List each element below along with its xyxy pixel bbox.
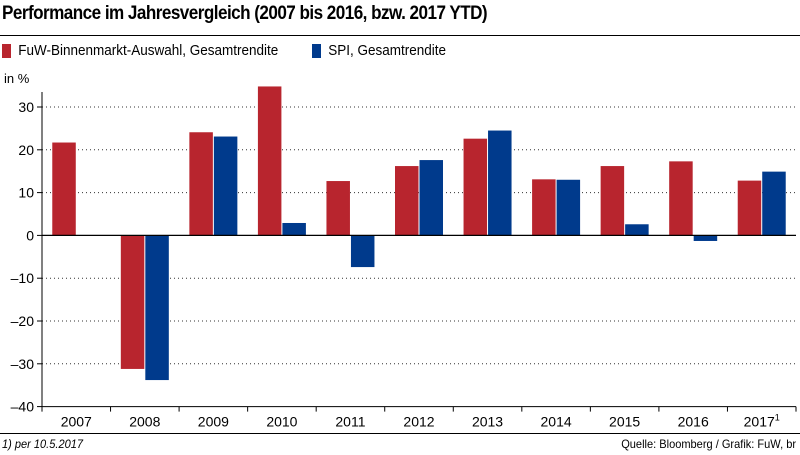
bar-fuw-2011 xyxy=(326,181,350,236)
legend-swatch-fuw xyxy=(2,43,11,58)
x-tick-label-2012: 2012 xyxy=(403,414,434,430)
legend-label-fuw: FuW-Binnenmarkt-Auswahl, Gesamtrendite xyxy=(18,42,279,59)
footer-divider xyxy=(0,433,800,434)
x-tick-label-2008: 2008 xyxy=(129,414,160,430)
bar-fuw-2015 xyxy=(600,166,625,236)
bar-fuw-2008 xyxy=(120,235,145,369)
x-tick-label-2017: 20171 xyxy=(744,413,780,430)
x-tick-label-2013: 2013 xyxy=(472,414,503,430)
bar-spi-2010 xyxy=(282,222,306,236)
legend-item-fuw: FuW-Binnenmarkt-Auswahl, Gesamtrendite xyxy=(2,42,278,59)
bar-spi-2014 xyxy=(556,179,581,236)
x-tick-label-2014: 2014 xyxy=(541,414,572,430)
bar-fuw-2017 xyxy=(737,180,762,236)
bar-spi-2016 xyxy=(693,235,718,241)
bar-spi-2008 xyxy=(145,235,169,381)
legend-swatch-spi xyxy=(312,43,321,58)
x-tick-label-2007: 2007 xyxy=(61,414,92,430)
bar-fuw-2016 xyxy=(669,161,693,236)
y-axis-unit-label: in % xyxy=(4,71,30,86)
x-tick-label-2016: 2016 xyxy=(678,414,709,430)
x-tick-label-2010: 2010 xyxy=(266,414,297,430)
y-tick-label: –10 xyxy=(11,270,35,286)
bar-spi-2013 xyxy=(488,130,512,236)
x-tick-label-2011: 2011 xyxy=(335,414,365,430)
y-tick-label: –40 xyxy=(11,399,35,415)
bar-spi-2009 xyxy=(213,136,238,236)
title-divider xyxy=(0,35,800,36)
bar-fuw-2013 xyxy=(463,138,488,236)
y-tick-label: 30 xyxy=(18,99,34,115)
x-tick-superscript: 1 xyxy=(775,413,780,423)
bar-fuw-2012 xyxy=(395,166,419,236)
bar-fuw-2007 xyxy=(52,142,76,236)
bar-spi-2017 xyxy=(762,171,786,236)
x-tick-label-2009: 2009 xyxy=(198,414,229,430)
y-tick-label: –20 xyxy=(11,313,35,329)
x-tick-label-2015: 2015 xyxy=(609,414,640,430)
legend-item-spi: SPI, Gesamtrendite xyxy=(312,42,446,59)
bar-fuw-2010 xyxy=(257,86,282,236)
y-tick-label: 10 xyxy=(18,185,34,201)
bar-spi-2015 xyxy=(625,224,649,236)
bar-fuw-2009 xyxy=(189,132,213,236)
bar-spi-2011 xyxy=(350,235,375,268)
y-tick-label: 0 xyxy=(26,227,34,243)
y-tick-label: –30 xyxy=(11,356,35,372)
legend-label-spi: SPI, Gesamtrendite xyxy=(328,42,447,59)
footnote: 1) per 10.5.2017 xyxy=(2,437,84,451)
source-note: Quelle: Bloomberg / Grafik: FuW, br xyxy=(621,437,796,451)
bar-fuw-2014 xyxy=(532,179,556,236)
y-tick-label: 20 xyxy=(18,142,34,158)
chart-title: Performance im Jahresvergleich (2007 bis… xyxy=(2,3,488,24)
bar-spi-2012 xyxy=(419,160,443,236)
